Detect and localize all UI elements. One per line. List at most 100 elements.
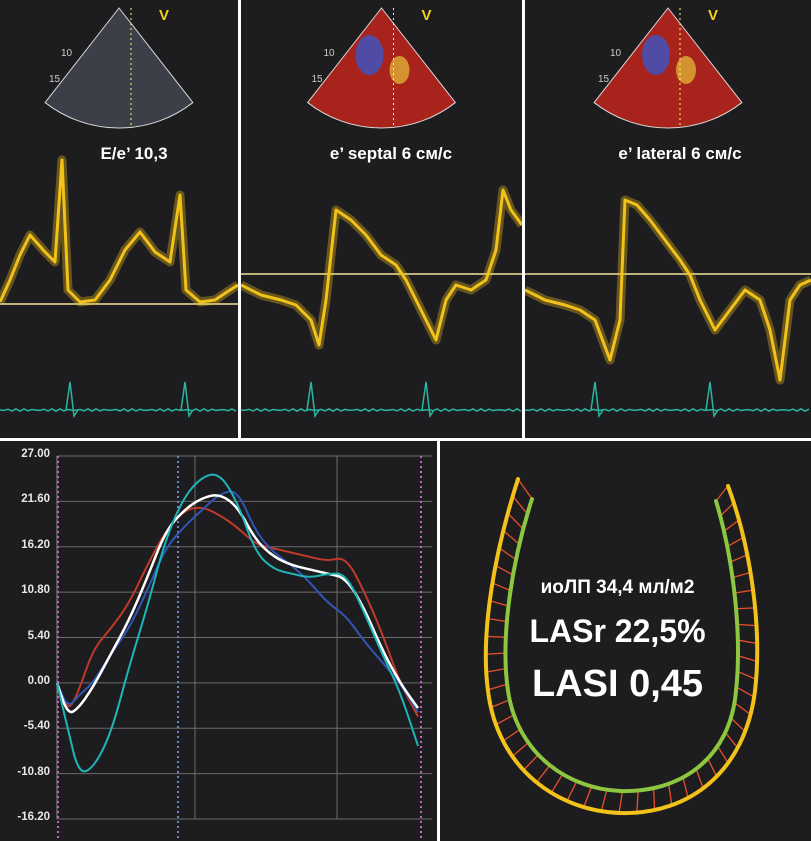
atrium-inner-contour xyxy=(503,497,740,794)
sector-v-mark: V xyxy=(159,7,169,24)
atrium-hatch xyxy=(732,571,751,579)
strain-chart xyxy=(55,455,432,841)
atrium-hatch xyxy=(536,764,551,783)
depth-10: 10 xyxy=(61,48,73,59)
atrium-hatch xyxy=(517,478,533,500)
ecg-qrs xyxy=(421,381,435,419)
atrium-hatch xyxy=(489,600,509,607)
atrium-hatch xyxy=(737,655,758,663)
atrium-hatch xyxy=(724,732,739,749)
y-tick-label: 16.20 xyxy=(21,538,50,551)
ecg-trace xyxy=(525,407,810,413)
doppler-trace-ratio: V 10 15 xyxy=(0,7,238,419)
sector-v-mark: V xyxy=(422,7,432,24)
atrium-hatch xyxy=(486,635,506,638)
atrium-hatch xyxy=(736,686,755,698)
ecg-qrs xyxy=(180,381,194,419)
doppler-glow xyxy=(0,155,238,307)
y-tick-label: 5.40 xyxy=(27,629,50,642)
atrium-hatch xyxy=(492,582,511,592)
y-tick-label: 21.60 xyxy=(21,493,50,506)
color-flow-yellow xyxy=(676,56,696,84)
doppler-velocity-trace xyxy=(241,188,522,347)
atrium-hatch xyxy=(719,502,735,517)
atrium-hatch xyxy=(707,758,718,777)
atrium-hatch xyxy=(737,639,758,645)
atrium-hatch xyxy=(600,789,608,812)
atrium-contour xyxy=(483,477,760,816)
atrium-hatch xyxy=(682,777,689,799)
depth-10: 10 xyxy=(610,48,622,59)
y-tick-label: 10.80 xyxy=(21,584,50,597)
atrium-hatch xyxy=(566,780,578,802)
strain-series-3 xyxy=(56,473,419,773)
atrium-hatch xyxy=(495,714,515,726)
depth-15: 15 xyxy=(312,74,324,85)
depth-10: 10 xyxy=(324,48,336,59)
atrium-outer-contour xyxy=(483,477,760,816)
doppler-velocity-trace xyxy=(0,158,238,304)
atrium-hatch xyxy=(511,742,529,757)
color-flow-blue xyxy=(355,35,384,75)
doppler-label-lateral: e’ lateral 6 см/с xyxy=(618,144,742,163)
metric-lasr: LASr 22,5% xyxy=(529,613,706,649)
ecg-qrs xyxy=(705,381,719,419)
atrium-hatch xyxy=(715,485,729,502)
doppler-label-ratio: E/e’ 10,3 xyxy=(100,144,168,163)
atrium-hatch xyxy=(512,495,528,515)
atrium-hatch xyxy=(737,670,757,680)
ecg-qrs xyxy=(65,381,79,419)
strain-series-0 xyxy=(56,506,419,717)
ecg-qrs xyxy=(590,381,604,419)
strain-series-2 xyxy=(55,494,420,714)
color-flow-blue xyxy=(642,35,670,75)
atrium-hatch xyxy=(730,717,746,733)
depth-15: 15 xyxy=(598,74,610,85)
doppler-trace-septal: V 10 15 xyxy=(241,7,522,419)
atrium-hatch xyxy=(729,554,748,563)
sector-v-mark: V xyxy=(708,7,718,24)
atrium-hatch xyxy=(523,754,539,771)
atrium-hatch xyxy=(550,773,564,794)
atrium-hatch xyxy=(498,547,517,561)
atrium-hatch xyxy=(583,786,593,808)
color-flow-yellow xyxy=(389,56,410,84)
atrium-hatch xyxy=(736,607,756,610)
atrium-hatch xyxy=(507,512,524,530)
doppler-velocity-trace xyxy=(525,198,811,382)
atrium-hatch xyxy=(502,530,520,545)
strain-chart-panel: 27.00 21.60 16.20 10.80 5.40 0.00 -5.40 -10.80 -… xyxy=(0,441,437,841)
atrium-hatch xyxy=(652,788,656,811)
doppler-panel-septal: V 10 15 e’ septal 6 см/с xyxy=(241,0,522,438)
ecg-qrs xyxy=(306,381,320,419)
atrium-hatch xyxy=(668,783,673,806)
ecg-trace xyxy=(241,407,522,413)
ultrasound-sector xyxy=(306,7,457,129)
atrium-hatch xyxy=(723,519,740,532)
atrium-hatch xyxy=(726,536,744,548)
ultrasound-sector xyxy=(44,7,194,129)
depth-15: 15 xyxy=(49,74,61,85)
atrium-hatch xyxy=(618,790,624,814)
doppler-label-septal: e’ septal 6 см/с xyxy=(329,144,453,163)
atrium-panel: иоЛП 34,4 мл/м2 LASr 22,5% LASI 0,45 xyxy=(440,441,811,841)
strain-series-1 xyxy=(56,490,419,713)
atrium-hatch xyxy=(737,623,757,627)
doppler-trace-lateral: V 10 15 xyxy=(525,7,811,419)
atrium-hatch xyxy=(734,702,751,716)
y-tick-label: 0.00 xyxy=(27,674,50,687)
atrium-hatch xyxy=(502,728,521,742)
atrium-hatch xyxy=(487,617,507,623)
metric-lasi: LASI 0,45 xyxy=(531,663,704,705)
atrium-hatch xyxy=(717,745,729,764)
ecg-trace xyxy=(0,407,237,413)
atrium-hatch xyxy=(485,652,506,655)
atrium-hatch xyxy=(490,699,510,709)
y-tick-label: 27.00 xyxy=(21,448,50,460)
doppler-panel-ratio: V 10 15 E/e’ 10,3 xyxy=(0,0,238,438)
doppler-panel-lateral: V 10 15 e’ lateral 6 см/с xyxy=(525,0,811,438)
ultrasound-sector xyxy=(593,7,743,129)
metric-volume: иоЛП 34,4 мл/м2 xyxy=(540,577,695,598)
atrium-hatch xyxy=(734,589,754,594)
y-tick-label: -10.80 xyxy=(17,765,50,778)
